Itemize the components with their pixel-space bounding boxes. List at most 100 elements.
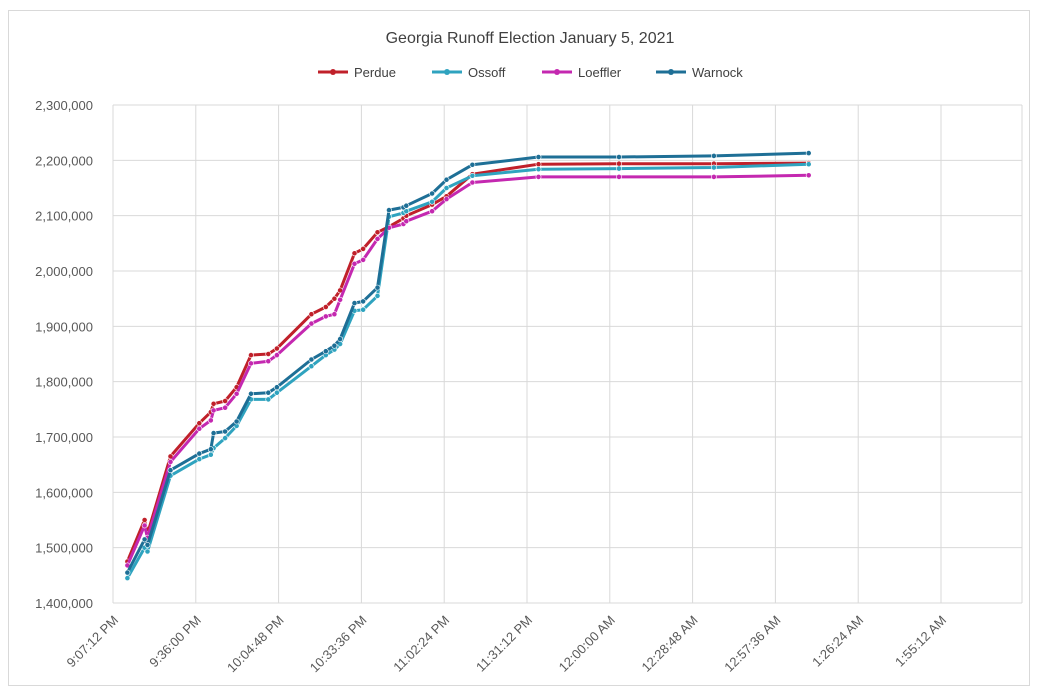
data-point: [443, 176, 450, 183]
y-tick-label: 2,300,000: [35, 98, 93, 113]
data-point: [222, 404, 228, 411]
data-point: [222, 428, 228, 435]
data-point: [535, 161, 542, 168]
data-point: [207, 417, 214, 424]
series-layer: [124, 150, 812, 581]
data-point: [196, 450, 203, 457]
data-point: [616, 154, 622, 160]
data-point: [616, 173, 622, 180]
y-tick-label: 1,800,000: [35, 375, 93, 390]
x-tick-label: 10:04:48 PM: [224, 613, 287, 676]
legend-marker: [668, 69, 674, 75]
data-point: [535, 154, 542, 160]
data-point: [374, 284, 381, 291]
series-line: [126, 162, 809, 579]
y-tick-label: 2,100,000: [35, 209, 93, 224]
data-point: [429, 208, 435, 215]
data-point: [360, 306, 366, 313]
data-point: [144, 542, 151, 548]
data-point: [374, 229, 381, 236]
x-tick-label: 11:02:24 PM: [390, 613, 452, 675]
data-point: [374, 235, 381, 242]
data-point: [273, 384, 280, 391]
data-point: [443, 185, 450, 191]
data-point: [360, 245, 366, 252]
data-point: [805, 172, 812, 179]
data-point: [351, 250, 358, 257]
data-point: [711, 152, 717, 159]
y-tick-label: 1,500,000: [35, 541, 93, 556]
data-point: [210, 430, 217, 436]
y-tick-label: 2,200,000: [35, 153, 93, 168]
grid: [112, 104, 1023, 604]
data-point: [616, 165, 622, 172]
legend-label: Ossoff: [468, 65, 506, 80]
x-tick-label: 12:28:48 AM: [638, 613, 700, 675]
data-point: [207, 451, 214, 458]
chart-frame: [8, 10, 1030, 686]
data-point: [805, 161, 812, 168]
data-point: [265, 351, 272, 357]
data-point: [351, 260, 358, 267]
data-point: [322, 304, 329, 310]
x-tick-label: 1:26:24 AM: [809, 613, 866, 670]
legend-label: Loeffler: [578, 65, 622, 80]
series-line: [126, 173, 809, 566]
x-tick-label: 10:33:36 PM: [307, 613, 370, 676]
data-point: [469, 179, 476, 186]
data-point: [429, 190, 435, 197]
data-point: [616, 160, 622, 167]
data-point: [331, 295, 338, 302]
data-point: [248, 352, 254, 358]
x-tick-label: 9:36:00 PM: [146, 613, 204, 671]
series-ossoff: [124, 161, 812, 581]
data-point: [248, 390, 254, 397]
legend: Perdue Ossoff Loeffler Warnock: [318, 65, 743, 80]
legend-item-ossoff: Ossoff: [432, 65, 506, 80]
data-point: [322, 348, 329, 355]
data-point: [265, 389, 272, 396]
data-point: [308, 320, 315, 327]
x-tick-label: 12:00:00 AM: [556, 613, 618, 675]
data-point: [308, 311, 315, 318]
x-tick-label: 1:55:12 AM: [892, 613, 949, 670]
data-point: [469, 161, 476, 168]
data-point: [273, 345, 280, 352]
data-point: [265, 396, 272, 403]
data-point: [210, 400, 217, 407]
data-point: [331, 342, 338, 349]
data-point: [144, 548, 151, 555]
y-tick-label: 1,700,000: [35, 430, 93, 445]
x-tick-label: 11:31:12 PM: [473, 613, 535, 675]
data-point: [351, 300, 358, 306]
x-axis: 9:07:12 PM 9:36:00 PM 10:04:48 PM 10:33:36 …: [63, 613, 949, 676]
data-point: [805, 150, 812, 156]
legend-marker: [330, 69, 336, 75]
data-point: [374, 292, 381, 299]
chart-title: Georgia Runoff Election January 5, 2021: [386, 30, 675, 47]
data-point: [141, 522, 148, 529]
data-point: [167, 467, 174, 474]
series-line: [126, 161, 809, 563]
data-point: [273, 389, 280, 396]
data-point: [360, 256, 366, 263]
data-point: [141, 536, 148, 543]
data-point: [207, 446, 214, 453]
x-tick-label: 9:07:12 PM: [63, 613, 121, 671]
data-point: [196, 456, 203, 462]
data-point: [337, 296, 343, 303]
legend-marker: [554, 69, 560, 75]
data-point: [124, 575, 131, 581]
data-point: [403, 202, 410, 209]
data-point: [403, 218, 410, 225]
data-point: [469, 172, 476, 179]
y-tick-label: 1,900,000: [35, 319, 93, 334]
data-point: [210, 407, 217, 414]
series-warnock: [124, 150, 812, 576]
data-point: [331, 311, 338, 318]
legend-item-loeffler: Loeffler: [542, 65, 622, 80]
legend-item-perdue: Perdue: [318, 65, 396, 80]
data-point: [196, 425, 203, 432]
data-point: [711, 164, 717, 171]
